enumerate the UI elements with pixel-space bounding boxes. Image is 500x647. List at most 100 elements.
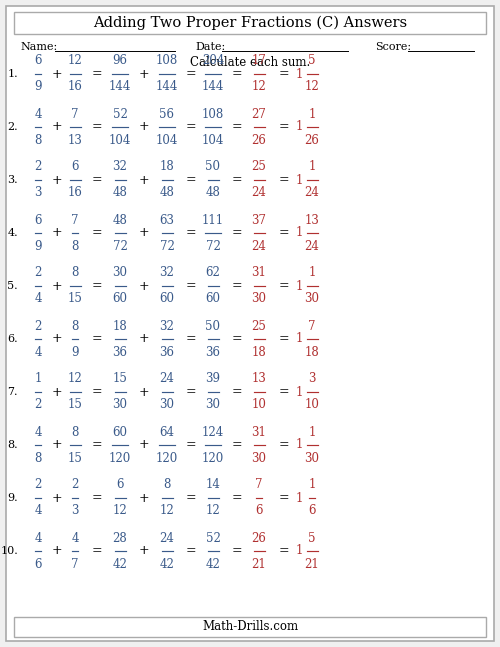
Text: 1: 1	[296, 439, 303, 452]
Text: 13: 13	[252, 373, 266, 386]
Text: 1: 1	[296, 67, 303, 80]
Text: 96: 96	[112, 54, 128, 67]
Text: 1: 1	[296, 333, 303, 345]
Text: +: +	[138, 226, 149, 239]
Text: 8: 8	[34, 452, 42, 465]
Text: +: +	[138, 439, 149, 452]
Text: 15: 15	[68, 452, 82, 465]
Text: =: =	[92, 333, 102, 345]
Text: 5: 5	[308, 54, 316, 67]
Text: +: +	[52, 439, 62, 452]
Text: 7: 7	[72, 558, 79, 571]
Text: 12: 12	[160, 505, 174, 518]
Text: +: +	[52, 120, 62, 133]
Text: 124: 124	[202, 426, 224, 439]
Text: 64: 64	[160, 426, 174, 439]
Text: 12: 12	[206, 505, 220, 518]
Text: 24: 24	[160, 531, 174, 545]
Bar	[14, 617, 486, 637]
Text: Calculate each sum.: Calculate each sum.	[190, 56, 310, 69]
Text: 63: 63	[160, 214, 174, 226]
Text: =: =	[278, 280, 289, 292]
Text: =: =	[92, 545, 102, 558]
Text: +: +	[138, 545, 149, 558]
Text: 6: 6	[34, 214, 42, 226]
Text: 56: 56	[160, 107, 174, 120]
Text: 42: 42	[206, 558, 220, 571]
Text: 15: 15	[68, 399, 82, 411]
Text: =: =	[278, 492, 289, 505]
Text: =: =	[278, 67, 289, 80]
Text: =: =	[92, 439, 102, 452]
Text: +: +	[138, 67, 149, 80]
Text: 1: 1	[308, 479, 316, 492]
Text: =: =	[92, 280, 102, 292]
Text: +: +	[52, 333, 62, 345]
Text: =: =	[232, 67, 242, 80]
Text: 27: 27	[252, 107, 266, 120]
Text: =: =	[232, 173, 242, 186]
Text: 14: 14	[206, 479, 220, 492]
Text: 7: 7	[308, 320, 316, 333]
Text: 3.: 3.	[8, 175, 18, 185]
Text: 1: 1	[296, 492, 303, 505]
Text: 9: 9	[34, 239, 42, 252]
Text: =: =	[232, 386, 242, 399]
Text: 60: 60	[112, 426, 128, 439]
Text: 24: 24	[304, 186, 320, 199]
Text: 13: 13	[304, 214, 320, 226]
Text: 2: 2	[34, 479, 42, 492]
Text: 104: 104	[109, 133, 131, 146]
Text: 120: 120	[156, 452, 178, 465]
Text: 7.: 7.	[8, 387, 18, 397]
Text: 18: 18	[112, 320, 128, 333]
Text: 12: 12	[68, 54, 82, 67]
Text: 15: 15	[112, 373, 128, 386]
Text: 108: 108	[156, 54, 178, 67]
Text: 30: 30	[112, 267, 128, 280]
Text: 18: 18	[252, 345, 266, 358]
Text: 50: 50	[206, 320, 220, 333]
Text: 7: 7	[72, 107, 79, 120]
Text: 7: 7	[72, 214, 79, 226]
Text: 2: 2	[34, 399, 42, 411]
Text: +: +	[52, 386, 62, 399]
Text: 2: 2	[34, 320, 42, 333]
Text: =: =	[92, 173, 102, 186]
Text: 42: 42	[160, 558, 174, 571]
Text: 25: 25	[252, 320, 266, 333]
Text: 1: 1	[308, 426, 316, 439]
Text: 1: 1	[296, 226, 303, 239]
Text: +: +	[138, 386, 149, 399]
Text: 4: 4	[72, 531, 79, 545]
Text: 6: 6	[256, 505, 263, 518]
Text: =: =	[278, 333, 289, 345]
Text: 21: 21	[304, 558, 320, 571]
Text: =: =	[232, 545, 242, 558]
Text: 15: 15	[68, 292, 82, 305]
Text: 26: 26	[304, 133, 320, 146]
Text: 2: 2	[34, 160, 42, 173]
Text: =: =	[232, 226, 242, 239]
Text: 2: 2	[34, 267, 42, 280]
Text: =: =	[186, 333, 196, 345]
Text: 8.: 8.	[8, 440, 18, 450]
Text: 21: 21	[252, 558, 266, 571]
Text: 26: 26	[252, 531, 266, 545]
Text: 9: 9	[34, 80, 42, 94]
Text: 6: 6	[34, 558, 42, 571]
Text: =: =	[232, 333, 242, 345]
Text: 6: 6	[308, 505, 316, 518]
Text: 204: 204	[202, 54, 224, 67]
Text: 30: 30	[304, 452, 320, 465]
Text: 62: 62	[206, 267, 220, 280]
Text: =: =	[278, 545, 289, 558]
Text: +: +	[138, 173, 149, 186]
Text: 6: 6	[72, 160, 79, 173]
Text: =: =	[92, 492, 102, 505]
Text: 9: 9	[72, 345, 79, 358]
Text: 4: 4	[34, 107, 42, 120]
Text: 50: 50	[206, 160, 220, 173]
Bar	[14, 12, 486, 34]
Text: 4: 4	[34, 426, 42, 439]
